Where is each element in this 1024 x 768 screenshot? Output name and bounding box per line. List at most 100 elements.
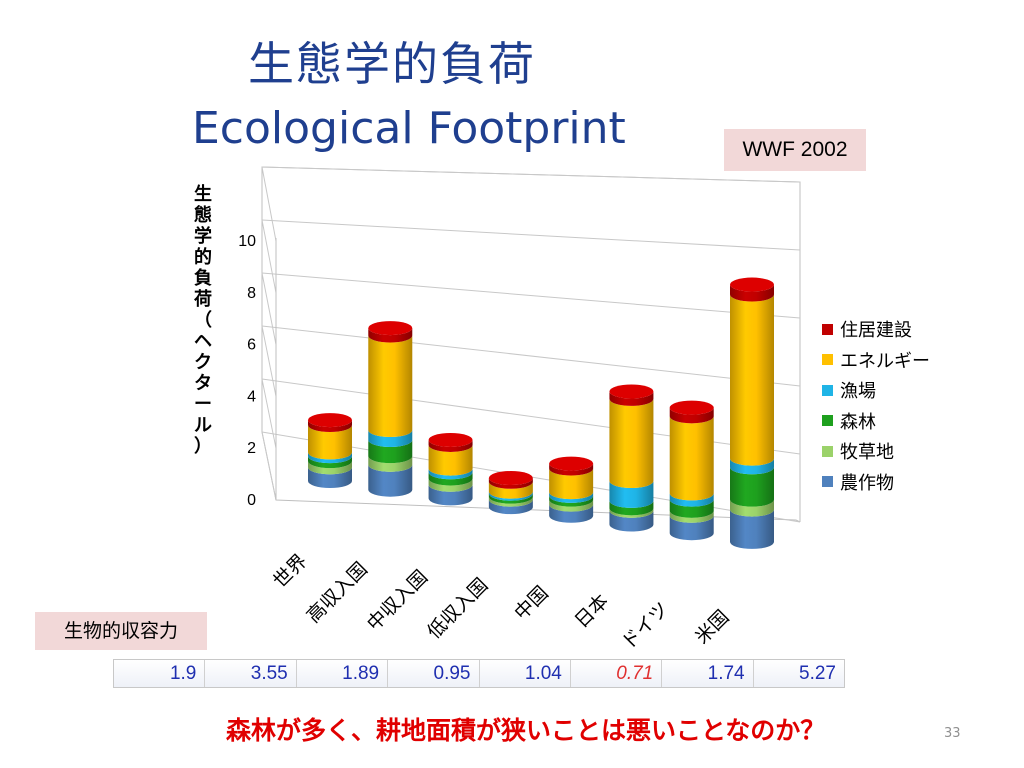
biocapacity-value: 0.95 <box>388 660 480 687</box>
biocapacity-value: 0.71 <box>570 660 663 687</box>
bar-segment <box>428 478 473 492</box>
bar-segment <box>609 480 654 508</box>
y-tick-label: 4 <box>247 388 256 405</box>
bar-segment <box>609 500 654 516</box>
legend-swatch <box>822 476 833 488</box>
bar-segment <box>488 481 533 499</box>
y-axis-label-char: 荷 <box>194 289 212 310</box>
y-axis-label-char: 生 <box>194 184 212 205</box>
legend-swatch <box>822 445 833 457</box>
legend-label: エネルギー <box>840 350 930 372</box>
gridline-side <box>261 378 277 449</box>
biocapacity-value: 1.89 <box>296 660 389 687</box>
x-category-label: 日本 <box>571 590 613 632</box>
y-axis-label-char: ル <box>194 415 212 436</box>
legend-item: 牧草地 <box>822 436 930 467</box>
bar-segment <box>609 391 654 406</box>
page-number: 33 <box>944 726 961 741</box>
bar-top-cap <box>730 277 774 292</box>
y-axis-label-char: ー <box>194 394 212 415</box>
slide-title-japanese: 生態学的負荷 <box>248 37 536 91</box>
x-category-label: 中国 <box>510 582 552 624</box>
y-axis-label-char: タ <box>194 373 212 394</box>
bar-top-cap <box>488 471 533 486</box>
bar-segment <box>488 496 533 507</box>
bar-top-cap <box>428 432 473 447</box>
y-tick-label: 8 <box>247 285 256 302</box>
gridline-side <box>261 325 277 397</box>
bar-segment <box>549 492 594 503</box>
legend-swatch <box>822 323 833 335</box>
biocapacity-value: 1.74 <box>662 660 754 687</box>
legend-item: エネルギー <box>822 345 930 376</box>
bar-top-cap <box>609 384 654 399</box>
x-category-label: 中収入国 <box>363 566 432 635</box>
closing-question: 森林が多く、耕地面積が狭いことは悪いことなのか？ <box>226 716 826 745</box>
biocapacity-table: 1.9 3.55 1.89 0.95 1.04 0.71 1.74 5.27 <box>113 659 845 688</box>
bar-segment <box>308 425 352 460</box>
legend-label: 農作物 <box>840 472 894 494</box>
legend-item: 森林 <box>822 406 930 437</box>
bar-segment <box>368 335 413 438</box>
legend-swatch <box>822 415 833 427</box>
bar-top-cap <box>308 413 352 428</box>
gridline-side <box>261 272 277 345</box>
bar-segment <box>609 510 654 532</box>
bar-segment <box>428 439 473 452</box>
source-badge: WWF 2002 <box>724 129 866 171</box>
bar-segment <box>488 499 533 515</box>
bar-segment <box>368 456 413 472</box>
legend-item: 漁場 <box>822 375 930 406</box>
bar-segment <box>308 456 352 469</box>
gridline-side <box>261 166 277 242</box>
y-axis-label-char: 学 <box>194 226 212 247</box>
biocapacity-value: 5.27 <box>753 660 844 687</box>
x-category-label: 米国 <box>691 606 733 648</box>
bar-segment <box>428 444 473 476</box>
bar-segment <box>428 468 473 480</box>
legend-label: 漁場 <box>840 381 876 403</box>
y-axis-label-char: 態 <box>194 205 212 226</box>
legend-label: 住居建設 <box>840 320 912 342</box>
legend-label: 森林 <box>840 411 876 433</box>
gridline <box>261 219 801 251</box>
y-axis-label-char: ヘ <box>194 331 212 352</box>
y-axis-label-char: 負 <box>194 268 212 289</box>
bar-segment <box>308 420 352 433</box>
y-tick-label: 10 <box>238 233 256 250</box>
legend-item: 農作物 <box>822 467 930 498</box>
bar-segment <box>308 467 352 488</box>
y-tick-label: 2 <box>247 440 256 457</box>
bar-segment <box>549 504 594 523</box>
chart-legend: 住居建設エネルギー漁場森林牧草地農作物 <box>822 314 930 497</box>
bar-segment <box>669 499 714 518</box>
bar-segment <box>549 468 594 500</box>
y-axis-label-char: 的 <box>194 247 212 268</box>
y-axis-label-char: ク <box>194 352 212 373</box>
biocapacity-value: 3.55 <box>205 660 297 687</box>
biocapacity-value: 1.04 <box>479 660 571 687</box>
gridline <box>261 272 801 319</box>
gridline-side <box>261 431 277 501</box>
bar-segment <box>549 463 594 476</box>
biocapacity-label: 生物的収容力 <box>35 612 207 650</box>
legend-swatch <box>822 354 833 366</box>
bar-segment <box>730 458 774 475</box>
bar-top-cap <box>368 321 413 336</box>
bar-segment <box>609 398 654 488</box>
bar-segment <box>669 416 714 501</box>
gridline <box>261 166 801 183</box>
bar-segment <box>609 508 654 518</box>
bar-segment <box>428 484 473 506</box>
bar-segment <box>730 509 774 549</box>
slide-title-english: Ecological Footprint <box>192 103 626 154</box>
x-category-label: 世界 <box>269 550 311 592</box>
bar-top-cap <box>549 456 594 471</box>
y-axis-label-char: ） <box>194 436 212 457</box>
x-category-label: 低収入国 <box>423 574 492 643</box>
bar-segment <box>730 467 774 507</box>
bar-segment <box>368 328 413 343</box>
y-axis-label-char: （ <box>194 310 212 331</box>
x-category-label: 高収入国 <box>303 558 372 627</box>
